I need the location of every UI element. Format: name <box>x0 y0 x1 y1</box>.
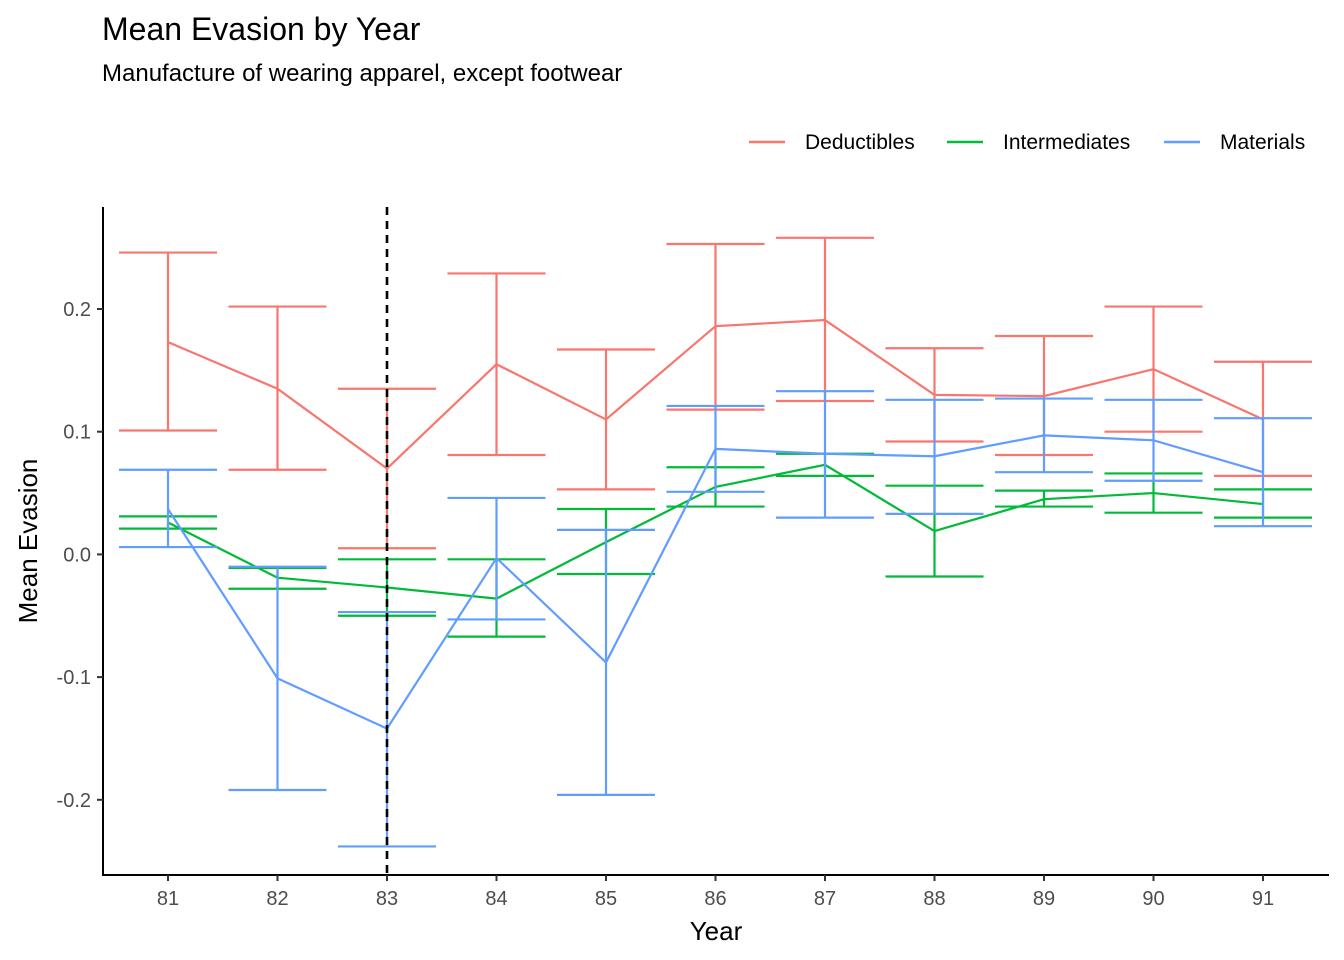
x-tick-label: 83 <box>376 888 398 910</box>
plot-area <box>119 207 1312 875</box>
y-axis-title: Mean Evasion <box>13 459 43 624</box>
y-tick-label: -0.1 <box>57 667 91 689</box>
x-tick-label: 86 <box>704 888 726 910</box>
x-tick-label: 85 <box>595 888 617 910</box>
x-tick-label: 91 <box>1252 888 1274 910</box>
axes: -0.2 -0.1 0.0 0.1 0.2 81 82 83 84 85 86 87 88 89 90 91 <box>57 299 1275 910</box>
x-tick-label: 89 <box>1033 888 1055 910</box>
legend: Deductibles Intermediates Materials <box>749 131 1305 154</box>
y-tick-label: 0.0 <box>63 544 91 566</box>
y-tick-label: -0.2 <box>57 790 91 812</box>
chart-title: Mean Evasion by Year <box>102 11 421 47</box>
x-axis-title: Year <box>690 916 743 946</box>
series-line-deductibles <box>167 318 1264 470</box>
x-tick-label: 82 <box>266 888 288 910</box>
series-line-materials <box>167 434 1264 731</box>
x-tick-label: 81 <box>157 888 179 910</box>
chart-subtitle: Manufacture of wearing apparel, except f… <box>102 60 622 87</box>
x-tick-label: 88 <box>923 888 945 910</box>
legend-label-deductibles: Deductibles <box>805 131 915 154</box>
x-tick-label: 87 <box>814 888 836 910</box>
legend-label-materials: Materials <box>1220 131 1305 154</box>
legend-label-intermediates: Intermediates <box>1003 131 1130 154</box>
x-tick-label: 84 <box>485 888 507 910</box>
y-tick-label: 0.1 <box>63 422 91 444</box>
x-tick-label: 90 <box>1142 888 1164 910</box>
y-tick-label: 0.2 <box>63 299 91 321</box>
